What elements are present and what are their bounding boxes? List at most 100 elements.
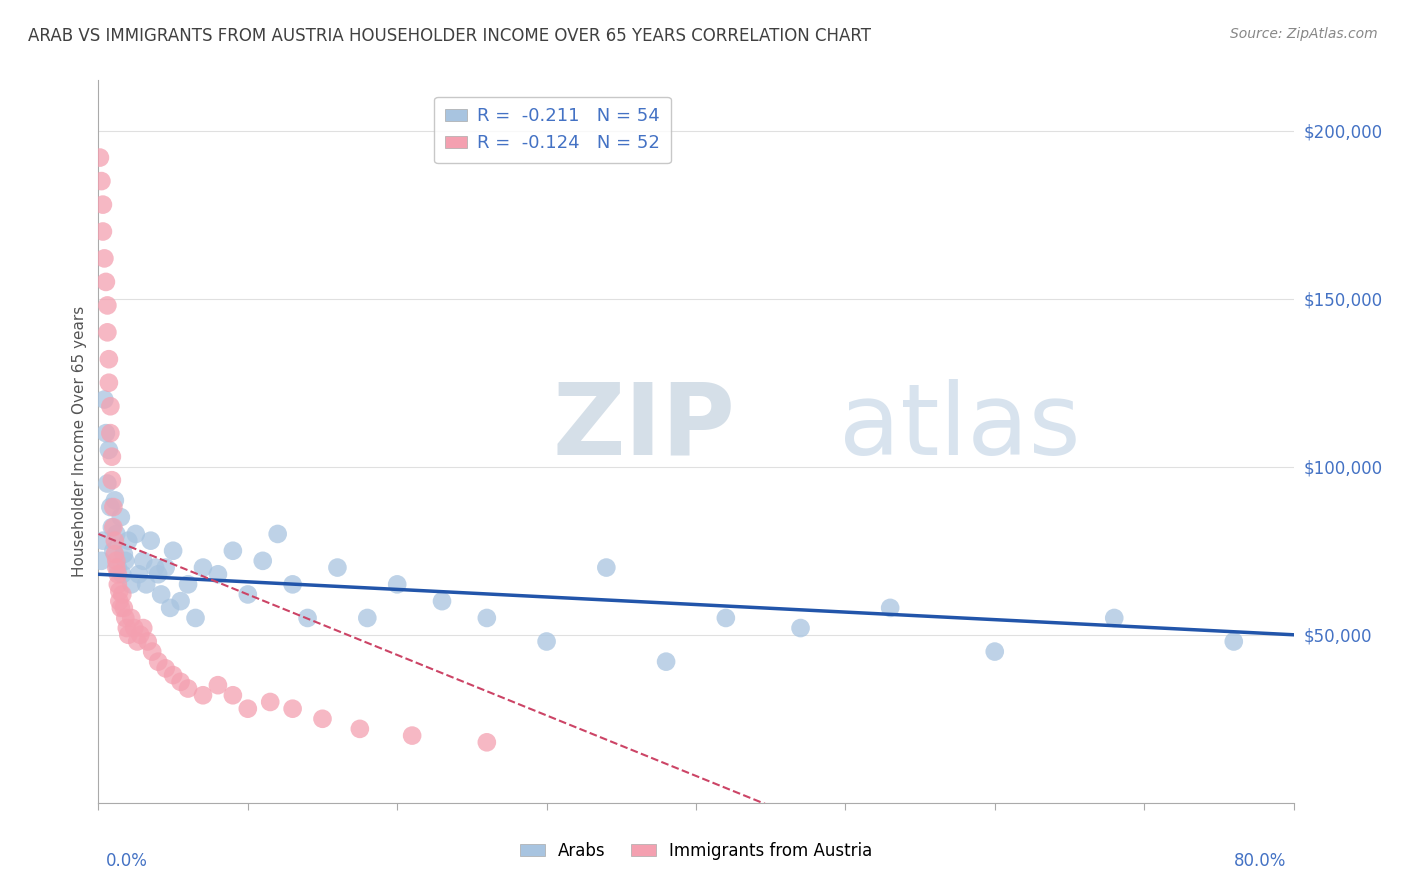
Point [104,533,127,548]
Point [107,560,129,574]
Point [114,554,136,568]
Point [105,527,128,541]
Point [281,702,304,716]
Point [1223,634,1246,648]
Point [148,567,170,582]
Point [326,560,349,574]
Point [127,634,149,648]
Point [184,611,207,625]
Point [111,587,134,601]
Point [120,577,142,591]
Point [879,600,901,615]
Point [93,392,115,407]
Point [356,611,378,625]
Point [430,594,453,608]
Point [97,376,120,390]
Point [141,644,163,658]
Point [98,426,122,441]
Point [129,628,152,642]
Point [91,225,114,239]
Point [222,688,245,702]
Point [115,621,138,635]
Point [107,567,129,582]
Point [98,500,122,514]
Point [111,567,134,582]
Point [89,151,111,165]
Point [110,510,132,524]
Text: atlas: atlas [839,378,1081,475]
Point [150,587,173,601]
Point [108,594,131,608]
Legend: Arabs, Immigrants from Austria: Arabs, Immigrants from Austria [513,836,879,867]
Point [236,587,259,601]
Point [714,611,737,625]
Point [96,326,118,340]
Text: 0.0%: 0.0% [105,852,148,870]
Point [101,473,124,487]
Point [101,450,124,464]
Point [90,554,112,568]
Point [98,399,122,413]
Point [311,712,333,726]
Point [191,688,214,702]
Point [655,655,678,669]
Point [252,554,274,568]
Point [595,560,617,574]
Point [105,560,128,574]
Point [139,533,162,548]
Point [104,547,127,561]
Point [96,298,118,312]
Point [110,600,132,615]
Point [97,352,120,367]
Point [191,560,214,574]
Point [475,735,498,749]
Point [297,611,319,625]
Point [135,577,157,591]
Point [207,567,229,582]
Point [143,560,166,574]
Point [177,577,200,591]
Point [169,594,191,608]
Point [259,695,281,709]
Point [207,678,229,692]
Point [155,661,177,675]
Point [93,252,115,266]
Point [108,584,131,599]
Point [162,543,184,558]
Point [385,577,409,591]
Point [114,611,136,625]
Point [536,634,558,648]
Text: Source: ZipAtlas.com: Source: ZipAtlas.com [1230,27,1378,41]
Point [112,600,135,615]
Point [101,520,124,534]
Point [91,533,114,548]
Point [107,577,129,591]
Point [401,729,423,743]
Point [177,681,200,696]
Text: ARAB VS IMMIGRANTS FROM AUSTRIA HOUSEHOLDER INCOME OVER 65 YEARS CORRELATION CHA: ARAB VS IMMIGRANTS FROM AUSTRIA HOUSEHOL… [28,27,872,45]
Point [222,543,245,558]
Point [124,621,146,635]
Point [104,493,127,508]
Point [91,197,114,211]
Point [789,621,811,635]
Point [148,655,170,669]
Point [132,621,155,635]
Point [103,543,125,558]
Point [103,520,125,534]
Point [136,634,159,648]
Point [125,527,148,541]
Y-axis label: Householder Income Over 65 years: Householder Income Over 65 years [72,306,87,577]
Point [90,174,112,188]
Point [155,560,177,574]
Text: 80.0%: 80.0% [1234,852,1286,870]
Point [132,554,155,568]
Point [1104,611,1126,625]
Text: ZIP: ZIP [553,378,735,475]
Point [94,275,117,289]
Point [94,426,117,441]
Point [236,702,259,716]
Point [984,644,1007,658]
Point [281,577,304,591]
Point [475,611,498,625]
